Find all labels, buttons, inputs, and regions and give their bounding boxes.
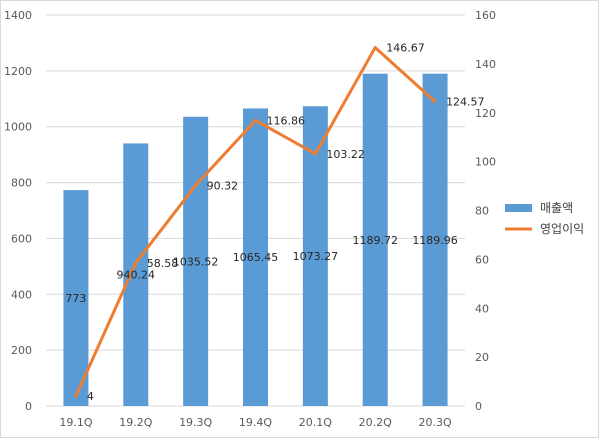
bar-sales [123,143,149,406]
x-tick-label: 19.3Q [179,416,212,429]
line-point-operating-profit [74,394,78,398]
y-left-tick-label: 0 [25,400,32,413]
x-tick-label: 19.4Q [239,416,272,429]
y-right-tick-label: 40 [475,302,489,315]
line-data-label: 103.22 [326,148,365,161]
x-tick-label: 19.2Q [119,416,152,429]
line-data-label: 4 [87,390,94,403]
y-left-tick-label: 600 [11,232,32,245]
y-right-tick-label: 100 [475,156,496,169]
line-point-operating-profit [313,152,317,156]
bar-data-label: 1189.96 [412,234,458,247]
bar-sales [422,73,448,407]
line-data-label: 58.58 [147,257,179,270]
bar-data-label: 1065.45 [233,251,279,264]
x-tick-label: 19.1Q [59,416,92,429]
y-right-tick-label: 60 [475,253,489,266]
y-right-tick-label: 140 [475,58,496,71]
line-point-operating-profit [194,183,198,187]
y-left-tick-label: 800 [11,177,32,190]
y-right-tick-label: 160 [475,9,496,22]
x-tick-label: 20.2Q [359,416,392,429]
legend-swatch-sales [505,204,532,212]
line-data-label: 116.86 [267,114,306,127]
y-right-tick-label: 0 [475,400,482,413]
line-point-operating-profit [254,118,257,122]
bar-sales [63,190,89,406]
y-left-tick-label: 1400 [4,9,32,22]
line-point-operating-profit [373,46,377,50]
bar-data-label: 1073.27 [293,250,339,263]
bar-sales [302,106,328,406]
legend-label-operating-profit: 영업이익 [540,222,584,236]
y-right-tick-label: 20 [475,351,489,364]
line-point-operating-profit [134,261,138,265]
x-tick-label: 20.1Q [299,416,332,429]
line-data-label: 124.57 [446,96,485,109]
bar-data-label: 940.24 [117,269,156,282]
bar-data-label: 1035.52 [173,255,219,268]
bar-sales [183,116,209,406]
bar-sales [243,108,268,407]
y-left-tick-label: 1200 [4,65,32,78]
line-data-label: 146.67 [386,42,425,55]
y-right-tick-label: 80 [475,205,489,218]
x-tick-label: 20.3Q [418,416,451,429]
line-data-label: 90.32 [207,179,239,192]
y-left-tick-label: 400 [11,288,32,301]
bar-data-label: 1189.72 [352,234,398,247]
y-left-tick-label: 1000 [4,121,32,134]
legend-label-sales: 매출액 [540,201,573,215]
bar-sales [362,73,388,406]
y-left-tick-label: 200 [11,344,32,357]
line-point-operating-profit [433,100,437,104]
bar-data-label: 773 [65,292,86,305]
y-right-tick-label: 120 [475,107,496,120]
